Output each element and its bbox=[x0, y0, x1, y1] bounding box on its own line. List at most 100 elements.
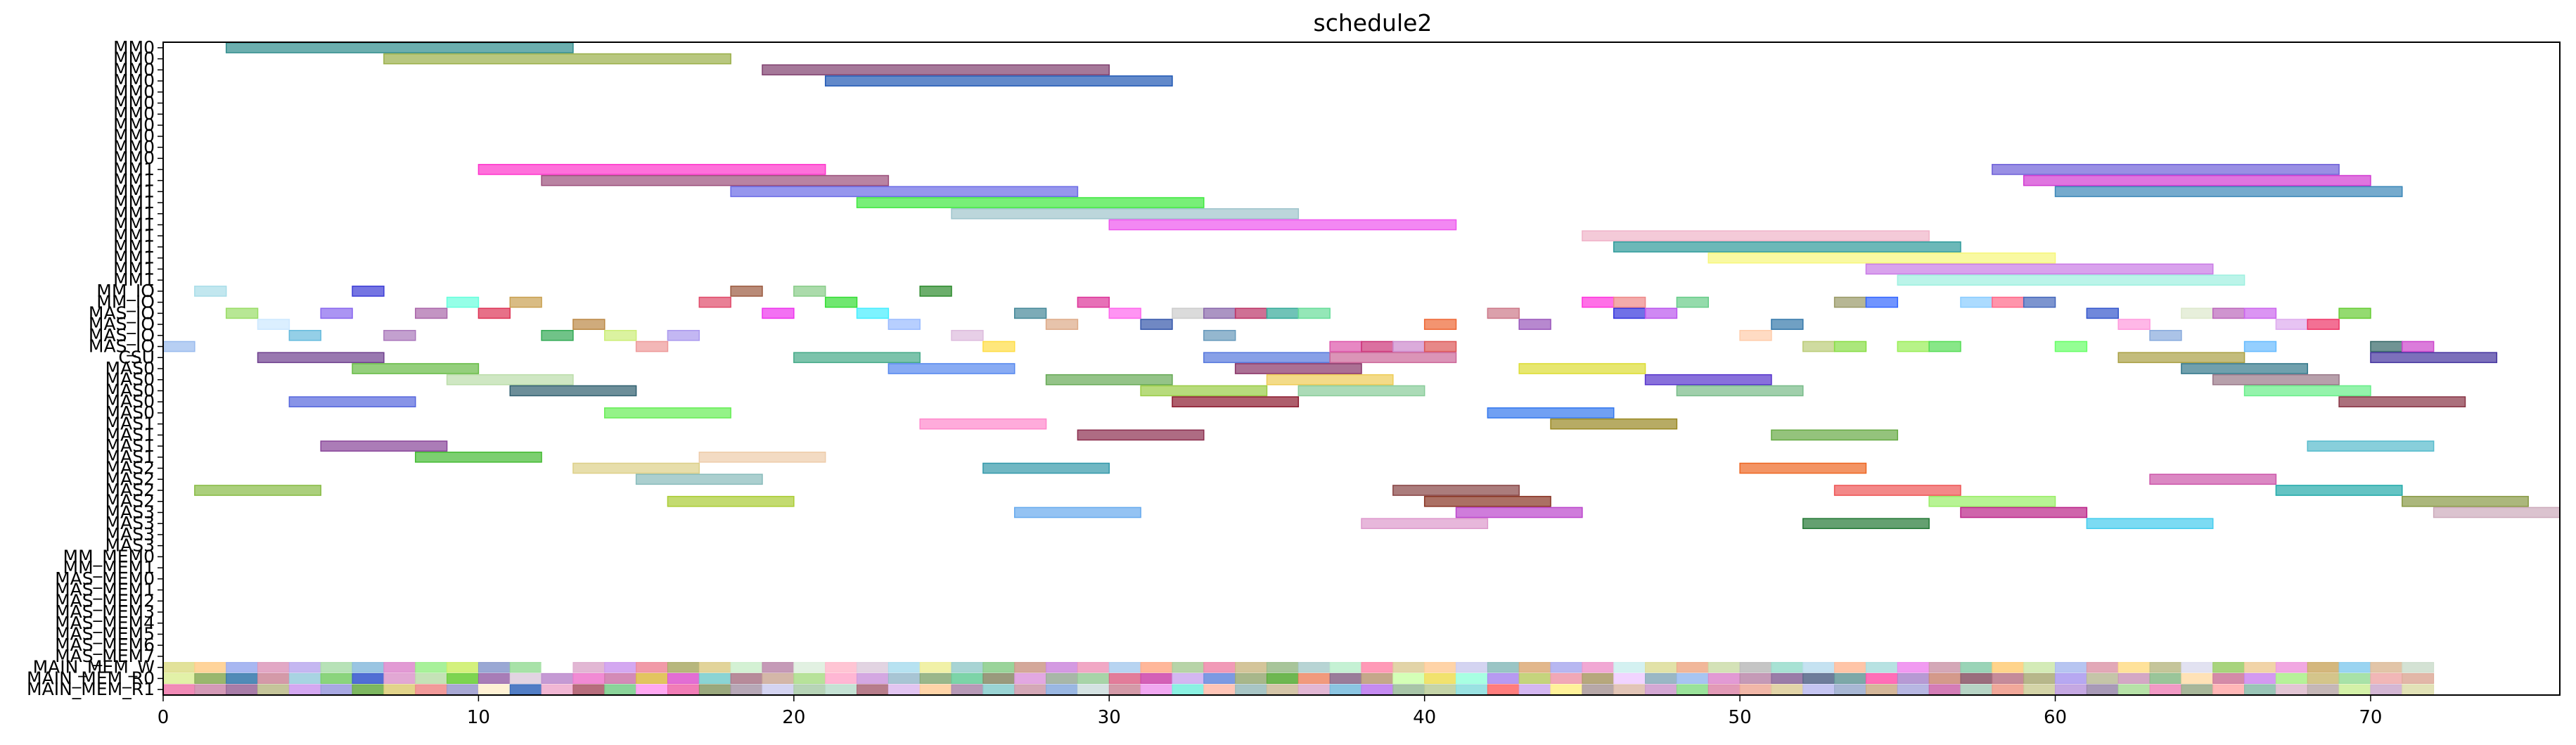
mem-cell-r1-47 bbox=[1645, 684, 1677, 695]
bar-mm0-2-0 bbox=[762, 64, 1110, 76]
mem-cell-r1-9 bbox=[447, 684, 479, 695]
mem-cell-r0-52 bbox=[1802, 673, 1835, 684]
bar-mas-io-17-6 bbox=[1013, 307, 1047, 319]
mem-cell-r0-0 bbox=[162, 673, 196, 684]
mem-cell-w-18 bbox=[730, 662, 763, 673]
mem-cell-r0-50 bbox=[1739, 673, 1772, 684]
mem-cell-w-52 bbox=[1802, 662, 1835, 673]
mem-cell-r0-15 bbox=[636, 673, 668, 684]
mem-cell-r0-59 bbox=[2023, 673, 2056, 684]
mem-cell-w-65 bbox=[2212, 662, 2245, 673]
mem-cell-r0-65 bbox=[2212, 673, 2245, 684]
ytick-label-30: MAS0 bbox=[105, 369, 155, 390]
bar-mm1-8-0 bbox=[951, 208, 1300, 219]
ytick-label-33: MAS0 bbox=[105, 402, 155, 423]
mem-cell-r1-58 bbox=[1992, 684, 2025, 695]
mem-cell-w-23 bbox=[887, 662, 921, 673]
bar-mas2-34-2 bbox=[1928, 495, 2056, 507]
mem-cell-r1-42 bbox=[1487, 684, 1520, 695]
bar-mas2-34-3 bbox=[2402, 495, 2529, 507]
bar-mas-io-20-10 bbox=[1928, 340, 1961, 352]
xtick-label-7: 70 bbox=[2359, 707, 2382, 728]
bar-mas2-33-3 bbox=[2275, 485, 2403, 496]
mem-cell-r0-21 bbox=[825, 673, 858, 684]
mem-cell-w-9 bbox=[447, 662, 479, 673]
ytick-label-24: MAS_IO bbox=[89, 303, 155, 323]
mem-cell-r1-69 bbox=[2338, 684, 2371, 695]
bar-mas-io-17-18 bbox=[2212, 307, 2245, 319]
mem-cell-r0-66 bbox=[2244, 673, 2276, 684]
bar-mas-io-17-8 bbox=[1172, 307, 1205, 319]
bar-mas-io-17-9 bbox=[1203, 307, 1236, 319]
bar-mas2-34-1 bbox=[1423, 495, 1551, 507]
mem-cell-w-0 bbox=[162, 662, 196, 673]
mem-cell-r1-14 bbox=[604, 684, 637, 695]
mem-cell-w-36 bbox=[1297, 662, 1331, 673]
bar-mas0-23-0 bbox=[446, 374, 574, 386]
mem-cell-r1-71 bbox=[2402, 684, 2435, 695]
bar-mas2-33-0 bbox=[194, 485, 321, 496]
xtick-label-6: 60 bbox=[2044, 707, 2067, 728]
mem-cell-r0-22 bbox=[857, 673, 889, 684]
ytick-label-55: MAS_MEM7 bbox=[55, 646, 155, 666]
mem-cell-r1-21 bbox=[825, 684, 858, 695]
mem-cell-r1-16 bbox=[667, 684, 700, 695]
mem-cell-r1-7 bbox=[383, 684, 416, 695]
mem-cell-r0-37 bbox=[1329, 673, 1362, 684]
mem-cell-r1-37 bbox=[1329, 684, 1362, 695]
bar-mas-io-18-2 bbox=[887, 319, 921, 330]
bar-mas-io-19-6 bbox=[1203, 329, 1236, 341]
xtick-label-5: 50 bbox=[1729, 707, 1752, 728]
bar-mm-io-16-11 bbox=[1992, 296, 2025, 308]
bar-mm0-0-0 bbox=[225, 42, 574, 53]
bar-mas1-29-1 bbox=[2307, 440, 2435, 452]
ytick-label-36: MAS1 bbox=[105, 435, 155, 456]
mem-cell-r0-63 bbox=[2149, 673, 2182, 684]
mem-cell-w-41 bbox=[1456, 662, 1488, 673]
ytick-label-4: MM0 bbox=[113, 82, 155, 102]
ytick-label-26: MAS_IO bbox=[89, 325, 155, 345]
mem-cell-r1-64 bbox=[2181, 684, 2214, 695]
bar-mas-io-20-7 bbox=[1802, 340, 1835, 352]
mem-cell-w-12 bbox=[541, 662, 574, 673]
mem-cell-w-34 bbox=[1235, 662, 1267, 673]
mem-cell-r0-4 bbox=[288, 673, 321, 684]
ytick-label-5: MM0 bbox=[113, 93, 155, 113]
ytick-label-47: MM_MEM1 bbox=[63, 557, 155, 578]
mem-cell-r1-35 bbox=[1266, 684, 1299, 695]
bar-mas0-22-4 bbox=[2181, 363, 2309, 374]
mem-cell-r0-27 bbox=[1014, 673, 1047, 684]
bar-mas-io-20-13 bbox=[2370, 340, 2403, 352]
mem-cell-r1-48 bbox=[1676, 684, 1709, 695]
mem-cell-r0-69 bbox=[2338, 673, 2371, 684]
mem-cell-r0-33 bbox=[1203, 673, 1236, 684]
ytick-label-16: MM1 bbox=[113, 215, 155, 235]
bar-mas-io-18-9 bbox=[2275, 319, 2309, 330]
bar-mas-io-17-0 bbox=[225, 307, 259, 319]
bar-mm1-7-0 bbox=[856, 197, 1205, 208]
bar-mm1-9-0 bbox=[1108, 219, 1457, 231]
ytick-label-20: MM1 bbox=[113, 258, 155, 279]
bar-mas0-25-0 bbox=[288, 396, 416, 408]
bar-mas0-23-3 bbox=[1644, 374, 1772, 386]
mem-cell-w-39 bbox=[1392, 662, 1425, 673]
bar-mm1-10-0 bbox=[1582, 230, 1930, 242]
bar-mas-io-20-14 bbox=[2402, 340, 2435, 352]
mem-cell-r0-36 bbox=[1297, 673, 1331, 684]
mem-cell-r1-13 bbox=[572, 684, 605, 695]
mem-cell-w-10 bbox=[478, 662, 511, 673]
mem-cell-r1-53 bbox=[1834, 684, 1866, 695]
bar-mm-io-16-6 bbox=[1613, 296, 1646, 308]
bar-mas0-24-0 bbox=[509, 385, 637, 397]
mem-cell-r0-12 bbox=[541, 673, 574, 684]
y-axis-ticks: MM0MM0MM0MM0MM0MM0MM0MM0MM0MM0MM0MM1MM1M… bbox=[27, 37, 163, 699]
mem-cell-w-51 bbox=[1771, 662, 1804, 673]
mem-cell-r1-62 bbox=[2117, 684, 2151, 695]
bar-mas-io-19-3 bbox=[604, 329, 637, 341]
ytick-label-7: MM0 bbox=[113, 115, 155, 135]
ytick-label-44: MAS3 bbox=[105, 524, 155, 545]
mem-cell-r1-18 bbox=[730, 684, 763, 695]
mem-cell-w-59 bbox=[2023, 662, 2056, 673]
bar-mm-io-16-0 bbox=[446, 296, 480, 308]
bar-mm1-11-0 bbox=[1613, 241, 1961, 253]
